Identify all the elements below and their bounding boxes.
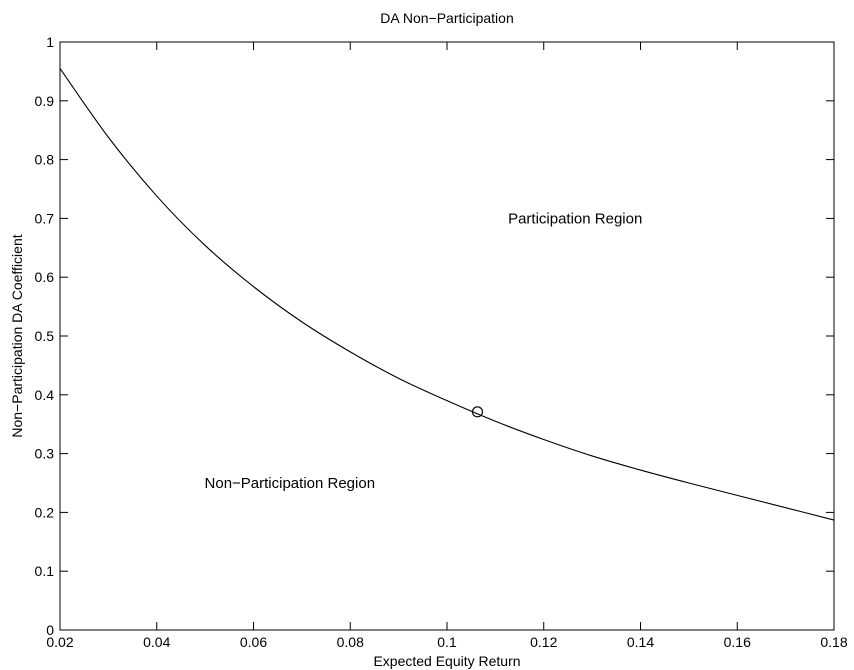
y-tick-label: 0.7 — [35, 210, 55, 226]
y-tick-label: 0 — [46, 622, 54, 638]
x-tick-label: 0.18 — [820, 634, 847, 650]
x-tick-label: 0.08 — [337, 634, 364, 650]
y-axis-label: Non−Participation DA Coefficient — [9, 234, 25, 437]
marker-point — [471, 406, 484, 418]
y-tick-label: 0.8 — [35, 152, 55, 168]
x-tick-label: 0.16 — [724, 634, 751, 650]
y-tick-label: 0.9 — [35, 93, 55, 109]
x-axis-ticks: 0.02 0.04 0.06 0.08 0.1 0.12 0.14 0.16 0.18 — [46, 42, 848, 650]
chart-title: DA Non−Participation — [380, 10, 513, 26]
annotation-label: Participation Region — [508, 210, 642, 227]
x-tick-label: 0.06 — [240, 634, 267, 650]
x-tick-label: 0.04 — [143, 634, 170, 650]
y-tick-label: 0.6 — [35, 269, 55, 285]
y-tick-label: 0.4 — [35, 387, 55, 403]
x-axis-label: Expected Equity Return — [373, 653, 520, 669]
annotation-label: Non−Participation Region — [205, 475, 376, 492]
x-tick-label: 0.14 — [627, 634, 654, 650]
annotations: Participation Region Non−Participation Re… — [205, 210, 643, 492]
y-tick-label: 0.1 — [35, 563, 55, 579]
series-line — [59, 68, 835, 521]
plot-area-frame — [59, 41, 835, 631]
x-tick-label: 0.02 — [46, 634, 73, 650]
y-axis-ticks: 0 0.1 0.2 0.3 0.4 0.5 0.6 0.7 0.8 0.9 1 — [35, 34, 834, 638]
y-tick-label: 0.5 — [35, 328, 55, 344]
x-tick-label: 0.1 — [437, 634, 457, 650]
y-tick-label: 0.3 — [35, 446, 55, 462]
y-tick-label: 1 — [46, 34, 54, 50]
y-tick-label: 0.2 — [35, 504, 55, 520]
x-tick-label: 0.12 — [530, 634, 557, 650]
